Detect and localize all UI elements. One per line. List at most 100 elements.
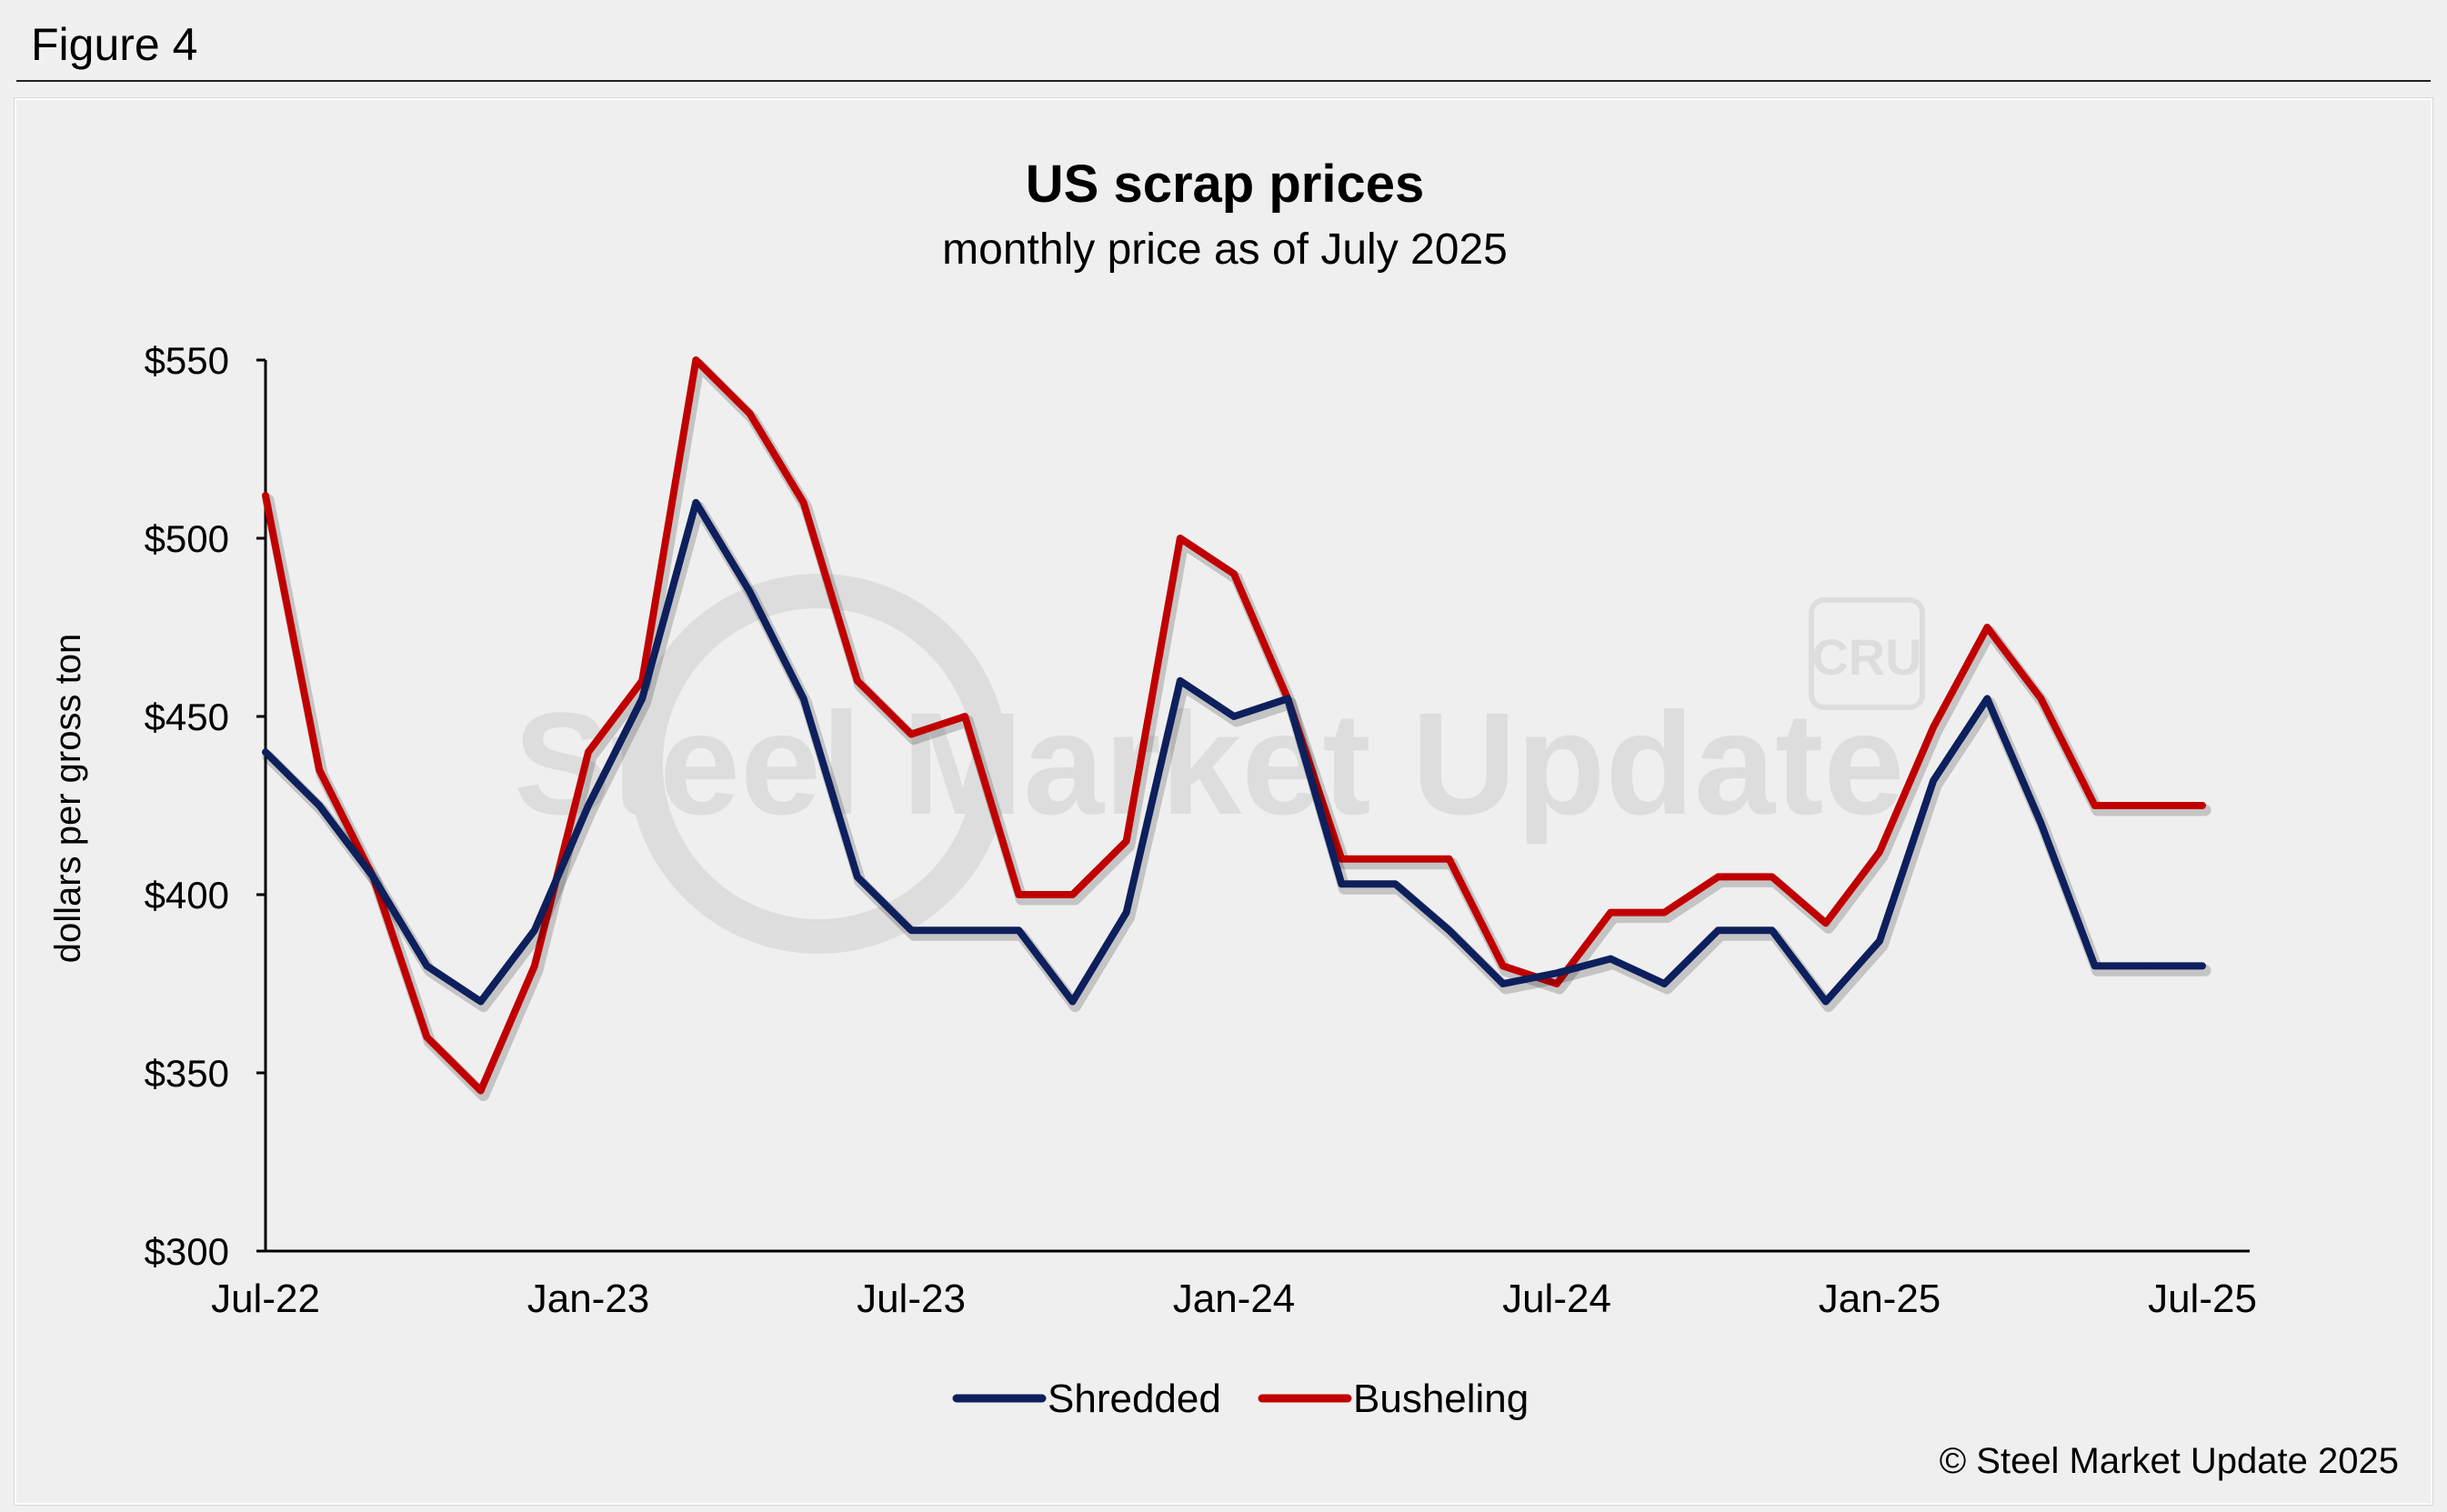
cru-logo-text: CRU <box>1811 628 1921 686</box>
data-point-busheling <box>855 678 859 683</box>
y-axis-ticks: $550 $500 $450 $400 $350 $300 <box>145 339 266 1273</box>
data-point-busheling <box>1017 893 1021 896</box>
figure-divider <box>16 80 2431 82</box>
y-tick-label: $550 <box>145 339 229 382</box>
data-point-shredded <box>1931 778 1936 783</box>
data-point-busheling <box>1447 856 1451 861</box>
data-point-shredded <box>1124 910 1128 915</box>
x-tick-label: Jan-24 <box>1173 1277 1296 1321</box>
data-point-shredded <box>2092 964 2097 968</box>
data-point-shredded <box>1500 982 1505 986</box>
data-point-busheling <box>1124 839 1128 844</box>
x-tick-label: Jul-25 <box>2148 1277 2257 1321</box>
data-point-shredded <box>1985 696 1990 701</box>
y-tick-label: $350 <box>145 1052 229 1095</box>
data-point-busheling <box>587 750 590 755</box>
data-point-busheling <box>425 1035 429 1039</box>
data-point-shredded <box>1286 696 1290 701</box>
legend-label-busheling: Busheling <box>1353 1377 1529 1421</box>
data-point-shredded <box>371 875 376 879</box>
x-tick-label: Jul-22 <box>211 1277 320 1321</box>
data-point-shredded <box>855 875 859 879</box>
data-point-shredded <box>694 500 698 505</box>
data-point-shredded <box>1447 928 1451 933</box>
series-group <box>262 356 2211 1102</box>
data-point-shredded <box>1339 882 1344 886</box>
data-point-shredded <box>1662 982 1667 986</box>
x-tick-label: Jan-23 <box>527 1277 650 1321</box>
data-point-busheling <box>801 500 806 505</box>
data-point-busheling <box>1931 725 1936 729</box>
y-tick-label: $300 <box>145 1230 229 1273</box>
data-point-busheling <box>1823 921 1828 926</box>
chart-title: US scrap prices <box>1026 155 1424 214</box>
data-point-busheling <box>1232 572 1236 576</box>
data-point-shredded <box>640 696 645 701</box>
watermark: Steel Market Update CRU <box>514 574 1925 954</box>
watermark-arc-icon <box>628 574 1008 954</box>
data-point-shredded <box>2146 964 2151 968</box>
data-point-shredded <box>1770 928 1774 933</box>
data-point-busheling <box>747 411 752 416</box>
legend-label-shredded: Shredded <box>1048 1377 1221 1421</box>
data-point-busheling <box>1878 849 1881 854</box>
data-point-busheling <box>1716 875 1720 879</box>
data-point-busheling <box>1500 964 1505 968</box>
data-point-busheling <box>1393 856 1398 861</box>
figure-label: Figure 4 <box>31 19 198 70</box>
data-point-busheling <box>2146 804 2151 807</box>
data-point-busheling <box>1985 626 1990 629</box>
x-axis-ticks: Jul-22 Jan-23 Jul-23 Jan-24 Jul-24 Jan-25 Jul-… <box>211 1277 2257 1321</box>
data-point-busheling <box>1770 875 1774 879</box>
data-point-shredded <box>425 964 429 968</box>
data-point-busheling <box>1178 536 1182 540</box>
data-point-shredded <box>1232 715 1236 718</box>
data-point-busheling <box>1339 856 1344 861</box>
data-point-shredded <box>1178 678 1182 683</box>
copyright-text: © Steel Market Update 2025 <box>1940 1441 2399 1481</box>
data-point-shredded <box>2201 964 2204 968</box>
series-busheling <box>262 356 2211 1102</box>
data-point-shredded <box>532 928 537 933</box>
legend: Shredded Busheling <box>952 1377 1529 1421</box>
data-point-busheling <box>909 732 913 736</box>
series-line-shadow <box>262 501 2211 1013</box>
data-point-busheling <box>478 1088 483 1093</box>
x-tick-label: Jul-23 <box>857 1277 966 1321</box>
y-tick-label: $500 <box>145 517 229 560</box>
data-point-shredded <box>317 804 322 807</box>
data-point-busheling <box>1609 910 1613 915</box>
data-point-shredded <box>2039 821 2043 826</box>
data-point-shredded <box>1017 928 1021 933</box>
data-point-shredded <box>478 999 483 1004</box>
y-axis-label: dollars per gross ton <box>48 634 88 963</box>
data-point-shredded <box>909 928 913 933</box>
data-point-shredded <box>1393 882 1398 886</box>
y-tick-label: $400 <box>145 874 229 916</box>
data-point-shredded <box>1823 999 1828 1004</box>
data-point-shredded <box>1878 938 1881 943</box>
cru-logo-icon <box>1809 597 1925 710</box>
data-point-busheling <box>2201 804 2204 807</box>
data-point-busheling <box>2039 696 2043 701</box>
data-point-busheling <box>2092 804 2097 807</box>
y-tick-label: $450 <box>145 696 229 738</box>
data-point-shredded <box>963 928 968 933</box>
data-point-busheling <box>1662 910 1667 915</box>
data-point-shredded <box>1070 999 1075 1004</box>
data-point-shredded <box>1716 928 1720 933</box>
data-point-busheling <box>1070 893 1075 896</box>
data-point-busheling <box>963 715 968 718</box>
x-tick-label: Jan-25 <box>1819 1277 1941 1321</box>
data-point-shredded <box>1555 971 1559 976</box>
data-point-shredded <box>264 750 267 755</box>
data-point-busheling <box>317 767 322 772</box>
data-point-shredded <box>587 804 590 807</box>
watermark-brand-text: Steel Market Update <box>514 682 1904 845</box>
data-point-shredded <box>747 589 752 594</box>
data-point-shredded <box>1609 956 1613 961</box>
data-point-busheling <box>1555 982 1559 986</box>
data-point-busheling <box>694 358 698 362</box>
